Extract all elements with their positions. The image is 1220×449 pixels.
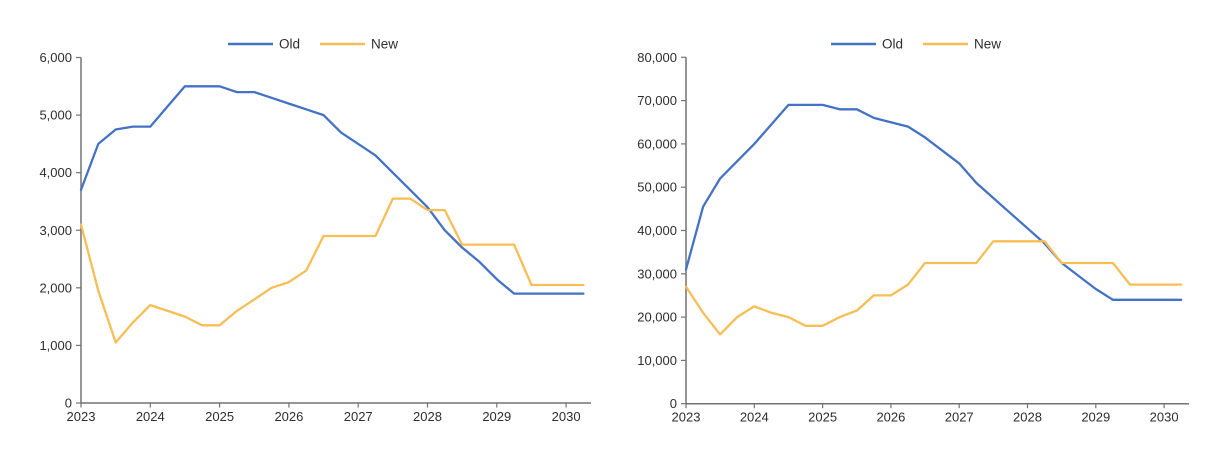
y-tick-label: 50,000	[637, 180, 677, 195]
y-tick-label: 40,000	[637, 223, 677, 238]
legend-label-old: Old	[279, 37, 300, 52]
y-tick-label: 1,000	[39, 338, 72, 353]
x-tick-label: 2028	[1013, 410, 1042, 425]
x-tick-label: 2030	[552, 409, 581, 424]
x-tick-label: 2029	[482, 409, 511, 424]
y-tick-label: 0	[65, 396, 72, 411]
y-tick-label: 70,000	[637, 93, 677, 108]
y-tick-label: 60,000	[637, 136, 677, 151]
x-tick-label: 2026	[876, 410, 905, 425]
legend-label-new: New	[974, 37, 1001, 52]
y-tick-label: 4,000	[39, 165, 72, 180]
series-line-old	[684, 103, 1183, 301]
x-tick-label: 2024	[136, 409, 165, 424]
y-tick-label: 0	[670, 396, 677, 411]
y-tick-label: 10,000	[637, 353, 677, 368]
y-tick-label: 5,000	[39, 108, 72, 123]
right-chart: 0 10,000 20,000 30,000 40,000 50,000 60,000 70,…	[637, 37, 1189, 425]
x-tick-label: 2029	[1081, 410, 1110, 425]
x-tick-label: 2027	[344, 409, 373, 424]
x-tick-label: 2030	[1150, 410, 1179, 425]
x-tick-label: 2027	[945, 410, 974, 425]
y-tick-label: 80,000	[637, 50, 677, 65]
y-tick-label: 6,000	[39, 50, 72, 65]
legend-label-new: New	[371, 37, 398, 52]
x-tick-label: 2023	[672, 410, 701, 425]
left-chart: 0 1,000 2,000 3,000 4,000 5,000 6,000 2023 2024 2…	[39, 37, 591, 424]
y-tick-label: 3,000	[39, 223, 72, 238]
x-tick-label: 2025	[205, 409, 234, 424]
series-line-new	[684, 240, 1183, 336]
y-tick-label: 30,000	[637, 266, 677, 281]
legend-label-old: Old	[882, 37, 903, 52]
x-tick-label: 2024	[740, 410, 769, 425]
y-tick-label: 20,000	[637, 310, 677, 325]
y-tick-label: 2,000	[39, 280, 72, 295]
series-line-old	[79, 85, 585, 295]
series-line-new	[79, 197, 585, 344]
x-tick-label: 2025	[808, 410, 837, 425]
x-tick-label: 2023	[67, 409, 96, 424]
x-tick-label: 2026	[274, 409, 303, 424]
x-tick-label: 2028	[413, 409, 442, 424]
